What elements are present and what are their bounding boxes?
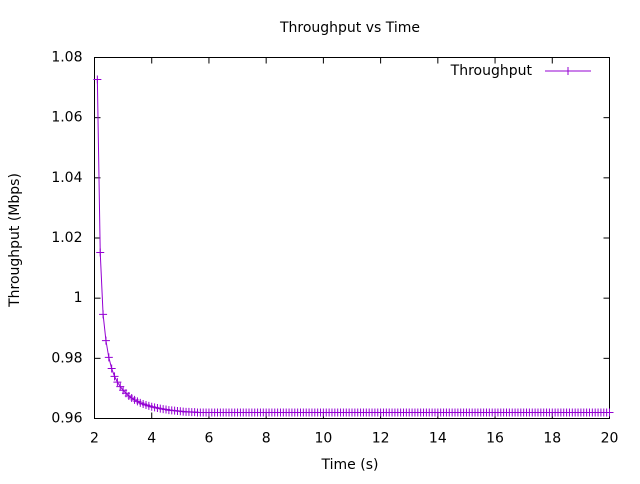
x-tick-label: 8 [262,431,271,447]
chart-title: Throughput vs Time [279,20,420,36]
legend-marker [564,67,572,75]
y-tick-label: 1.06 [51,110,82,126]
point-marker [110,372,119,381]
x-tick-label: 2 [90,431,99,447]
y-tick-label: 1 [74,290,83,306]
x-tick-label: 10 [314,431,332,447]
point-marker [605,408,614,417]
x-tick-label: 4 [147,431,156,447]
y-tick-label: 0.96 [51,411,82,427]
x-tick-label: 6 [204,431,213,447]
y-tick-label: 0.98 [51,350,82,366]
y-tick-label: 1.08 [51,50,82,66]
x-tick-label: 20 [601,431,619,447]
x-axis-label: Time (s) [321,457,379,473]
x-tick-label: 14 [429,431,447,447]
y-axis-label: Throughput (Mbps) [7,173,23,308]
point-marker [101,336,110,345]
point-marker [99,310,108,319]
x-tick-label: 12 [372,431,390,447]
point-marker [107,364,116,373]
legend-label: Throughput [450,63,533,79]
point-marker [113,378,122,387]
x-tick-label: 18 [543,431,561,447]
point-marker [93,75,102,84]
y-tick-label: 1.04 [51,170,82,186]
x-tick-label: 16 [486,431,504,447]
point-marker [104,353,113,362]
y-tick-label: 1.02 [51,230,82,246]
point-marker [96,248,105,257]
